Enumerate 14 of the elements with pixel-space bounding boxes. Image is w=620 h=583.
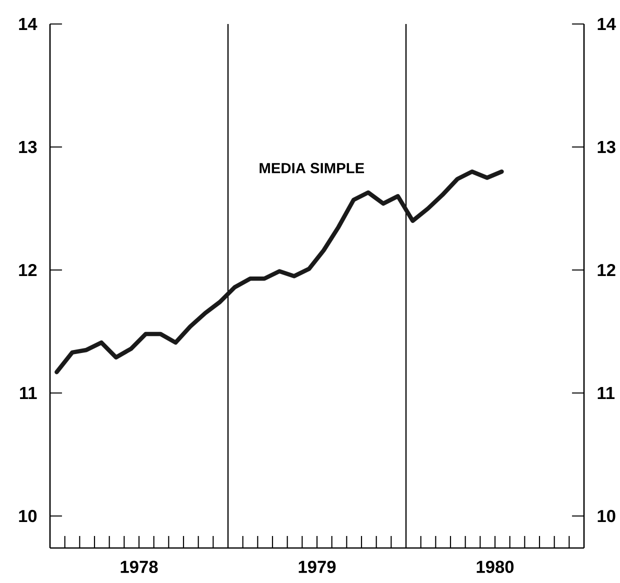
y-tick-label: 12: [19, 264, 37, 276]
y2-tick-label: 13: [598, 140, 616, 154]
x-tick-label: 1979: [298, 560, 336, 573]
y-tick-label: 14: [19, 18, 38, 30]
annotation: MEDIA SIMPLE: [260, 162, 364, 174]
y2-tick-label: 12: [598, 264, 616, 276]
y-tick-label: 11: [20, 387, 37, 399]
y-tick-label: 13: [19, 140, 37, 154]
y2-tick-label: 11: [598, 387, 615, 399]
x-tick-label: 1980: [476, 560, 514, 573]
y-tick-label: 10: [19, 510, 37, 522]
x-tick-label: 1978: [120, 560, 158, 573]
y2-tick-label: 10: [598, 510, 616, 522]
y2-tick-label: 14: [598, 18, 616, 30]
